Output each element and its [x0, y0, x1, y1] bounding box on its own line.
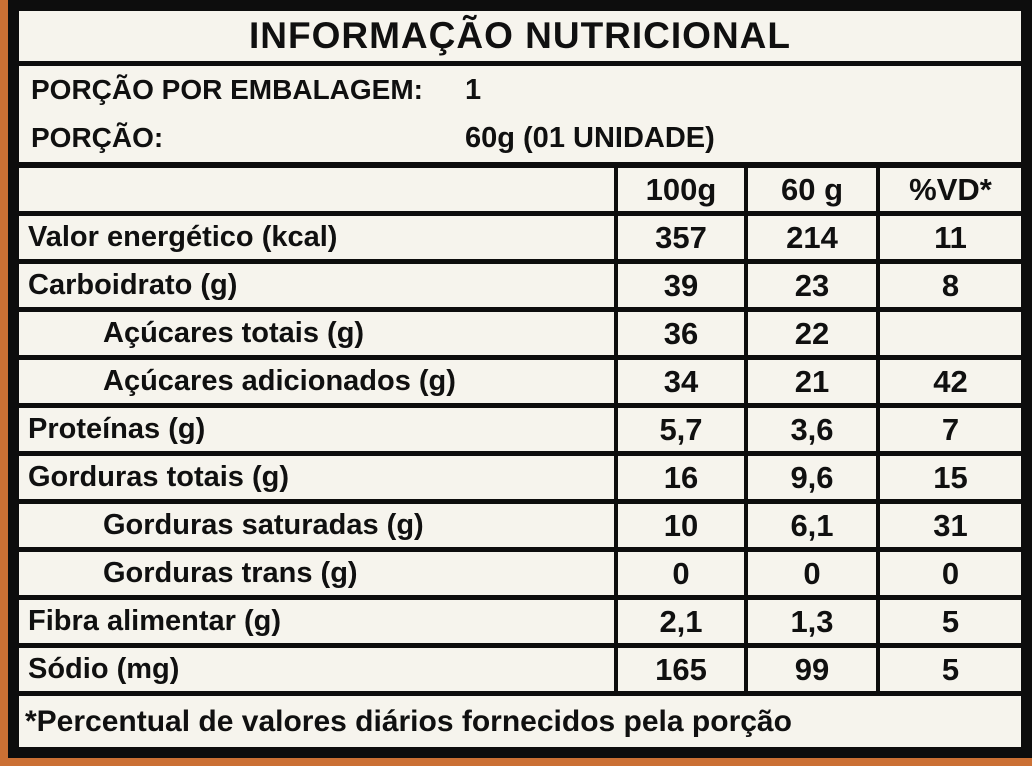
row-value-60g: 3,6 [744, 408, 876, 456]
table-header-row: 100g 60 g %VD* [19, 168, 1021, 216]
row-value-60g: 21 [744, 360, 876, 408]
nutrition-table: 100g 60 g %VD* Valor energético (kcal) 35… [19, 168, 1021, 696]
row-value-60g: 214 [744, 216, 876, 264]
row-value-vd: 5 [876, 648, 1021, 696]
header-col-100g: 100g [614, 168, 744, 216]
table-row: Gorduras totais (g) 16 9,6 15 [19, 456, 1021, 504]
row-value-vd: 31 [876, 504, 1021, 552]
row-value-60g: 0 [744, 552, 876, 600]
row-value-100g: 5,7 [614, 408, 744, 456]
row-value-100g: 10 [614, 504, 744, 552]
row-value-60g: 6,1 [744, 504, 876, 552]
servings-per-package-row: PORÇÃO POR EMBALAGEM: 1 [19, 66, 1021, 114]
row-value-vd: 5 [876, 600, 1021, 648]
row-value-60g: 99 [744, 648, 876, 696]
row-label: Gorduras saturadas (g) [19, 504, 614, 552]
table-row: Valor energético (kcal) 357 214 11 [19, 216, 1021, 264]
row-label: Açúcares adicionados (g) [19, 360, 614, 408]
row-value-100g: 357 [614, 216, 744, 264]
title-divider [19, 61, 1021, 66]
row-value-60g: 1,3 [744, 600, 876, 648]
row-value-100g: 34 [614, 360, 744, 408]
servings-per-package-label: PORÇÃO POR EMBALAGEM: [31, 74, 423, 105]
serving-size-label: PORÇÃO: [31, 122, 164, 153]
table-row: Proteínas (g) 5,7 3,6 7 [19, 408, 1021, 456]
row-label: Gorduras trans (g) [19, 552, 614, 600]
table-row: Açúcares totais (g) 36 22 [19, 312, 1021, 360]
row-value-100g: 36 [614, 312, 744, 360]
row-label: Sódio (mg) [19, 648, 614, 696]
row-value-60g: 22 [744, 312, 876, 360]
section-divider [19, 162, 1021, 168]
row-label: Gorduras totais (g) [19, 456, 614, 504]
table-row: Açúcares adicionados (g) 34 21 42 [19, 360, 1021, 408]
row-value-vd: 42 [876, 360, 1021, 408]
row-label: Proteínas (g) [19, 408, 614, 456]
row-value-vd [876, 312, 1021, 360]
header-col-vd: %VD* [876, 168, 1021, 216]
table-row: Sódio (mg) 165 99 5 [19, 648, 1021, 696]
row-value-vd: 7 [876, 408, 1021, 456]
row-value-100g: 165 [614, 648, 744, 696]
header-empty-cell [19, 168, 614, 216]
table-row: Gorduras saturadas (g) 10 6,1 31 [19, 504, 1021, 552]
header-col-60g: 60 g [744, 168, 876, 216]
table-row: Carboidrato (g) 39 23 8 [19, 264, 1021, 312]
row-value-100g: 2,1 [614, 600, 744, 648]
row-label: Fibra alimentar (g) [19, 600, 614, 648]
row-value-vd: 0 [876, 552, 1021, 600]
nutrition-label: INFORMAÇÃO NUTRICIONAL PORÇÃO POR EMBALA… [8, 0, 1032, 758]
row-value-vd: 8 [876, 264, 1021, 312]
row-label: Açúcares totais (g) [19, 312, 614, 360]
table-row: Gorduras trans (g) 0 0 0 [19, 552, 1021, 600]
row-value-60g: 23 [744, 264, 876, 312]
footnote: *Percentual de valores diários fornecido… [25, 704, 792, 738]
table-row: Fibra alimentar (g) 2,1 1,3 5 [19, 600, 1021, 648]
row-value-60g: 9,6 [744, 456, 876, 504]
row-value-100g: 39 [614, 264, 744, 312]
serving-size-row: PORÇÃO: 60g (01 UNIDADE) [19, 114, 1021, 162]
row-label: Valor energético (kcal) [19, 216, 614, 264]
servings-per-package-value: 1 [465, 73, 482, 106]
row-value-100g: 16 [614, 456, 744, 504]
row-value-vd: 15 [876, 456, 1021, 504]
serving-size-value: 60g (01 UNIDADE) [465, 121, 715, 154]
row-label: Carboidrato (g) [19, 264, 614, 312]
row-value-vd: 11 [876, 216, 1021, 264]
row-value-100g: 0 [614, 552, 744, 600]
label-title: INFORMAÇÃO NUTRICIONAL [248, 15, 791, 56]
